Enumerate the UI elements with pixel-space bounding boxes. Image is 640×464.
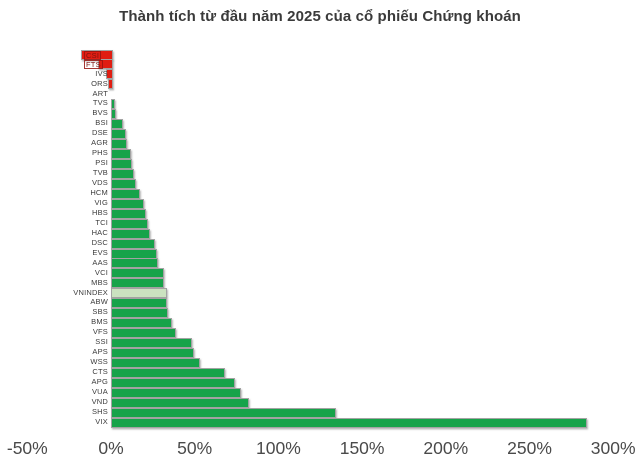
y-axis-label-hcm: HCM bbox=[90, 188, 108, 197]
y-axis-label-mbs: MBS bbox=[91, 277, 108, 287]
y-axis-label-vnd: VND bbox=[91, 396, 108, 406]
bar-vix bbox=[111, 417, 587, 428]
y-axis-label-sbs: SBS bbox=[92, 307, 108, 317]
bar-apg bbox=[111, 377, 236, 388]
y-axis-label-csi: CSI bbox=[84, 50, 102, 60]
bar-tci bbox=[111, 218, 149, 229]
bar-dsc bbox=[111, 238, 155, 249]
y-axis-label-vig: VIG bbox=[94, 197, 108, 207]
bar-ors bbox=[108, 79, 113, 90]
x-axis-tick: 150% bbox=[339, 438, 385, 458]
y-axis-label-phs: PHS bbox=[91, 148, 108, 158]
bar-bsi bbox=[111, 119, 124, 130]
y-axis-label-ors: ORS bbox=[91, 78, 108, 88]
y-axis-label-bms: BMS bbox=[91, 317, 108, 327]
bar-tvb bbox=[111, 168, 134, 179]
y-axis-label-apg: APG bbox=[91, 377, 108, 387]
bar-vnindex bbox=[111, 288, 167, 299]
x-axis-tick: 250% bbox=[507, 438, 552, 458]
x-axis-tick: 50% bbox=[177, 438, 213, 458]
bar-hcm bbox=[111, 188, 140, 199]
bar-vds bbox=[111, 178, 136, 189]
bar-ivs bbox=[105, 69, 113, 80]
y-axis-label-art: ART bbox=[92, 88, 108, 98]
y-axis-label-vnindex: VNINDEX bbox=[73, 287, 108, 297]
y-axis-label-agr: AGR bbox=[91, 138, 108, 148]
bar-cts bbox=[111, 367, 226, 378]
chart-title: Thành tích từ đầu năm 2025 của cổ phiếu … bbox=[119, 8, 521, 25]
x-axis-tick: 0% bbox=[98, 438, 124, 458]
bar-aps bbox=[111, 348, 195, 358]
bar-bms bbox=[111, 318, 172, 329]
bar-vig bbox=[111, 198, 144, 209]
y-axis-label-psi: PSI bbox=[95, 158, 108, 168]
y-axis-label-vix: VIX bbox=[95, 416, 108, 426]
y-axis-label-dsc: DSC bbox=[91, 237, 108, 247]
y-axis-label-ivs: IVS bbox=[95, 68, 108, 78]
y-axis-label-cts: CTS bbox=[92, 367, 108, 377]
bar-tvs bbox=[111, 99, 115, 110]
y-axis-label-aps: APS bbox=[92, 347, 108, 357]
y-axis-label-hac: HAC bbox=[91, 227, 108, 237]
y-axis-label-tci: TCI bbox=[95, 217, 108, 227]
bar-sbs bbox=[111, 308, 169, 319]
bar-wss bbox=[111, 357, 201, 368]
bar-vfs bbox=[111, 328, 176, 339]
y-axis-label-shs: SHS bbox=[91, 406, 108, 416]
y-axis-label-ssi: SSI bbox=[95, 337, 108, 347]
x-axis-tick: 300% bbox=[590, 438, 636, 458]
bar-mbs bbox=[111, 278, 165, 289]
y-axis-label-vua: VUA bbox=[91, 387, 108, 396]
y-axis-label-tvs: TVS bbox=[92, 98, 108, 108]
x-axis-tick: -50% bbox=[6, 438, 48, 458]
bar-dse bbox=[111, 129, 126, 140]
y-axis-label-vfs: VFS bbox=[92, 327, 108, 337]
x-axis-tick: 100% bbox=[256, 438, 301, 458]
bar-phs bbox=[111, 149, 131, 159]
y-axis-label-bvs: BVS bbox=[92, 108, 108, 118]
y-axis-label-abw: ABW bbox=[90, 297, 108, 307]
y-axis-label-hbs: HBS bbox=[91, 207, 108, 217]
y-axis-label-tvb: TVB bbox=[92, 168, 108, 178]
bar-vnd bbox=[111, 397, 249, 408]
y-axis-label-aas: AAS bbox=[92, 257, 108, 267]
y-axis-label-dse: DSE bbox=[91, 128, 108, 138]
y-axis-label-fts: FTS bbox=[84, 60, 103, 70]
bar-evs bbox=[111, 248, 157, 259]
y-axis-label-evs: EVS bbox=[92, 247, 108, 257]
y-axis-label-vci: VCI bbox=[94, 267, 108, 277]
bar-vci bbox=[111, 268, 165, 279]
bar-hac bbox=[111, 228, 150, 239]
bar-ssi bbox=[111, 338, 192, 349]
bar-agr bbox=[111, 139, 128, 150]
bar-psi bbox=[111, 158, 133, 169]
bar-shs bbox=[111, 407, 336, 418]
bar-hbs bbox=[111, 208, 147, 219]
bar-vua bbox=[111, 387, 242, 398]
y-axis-label-wss: WSS bbox=[90, 357, 108, 367]
bar-abw bbox=[111, 298, 167, 309]
bar-aas bbox=[111, 258, 159, 269]
x-axis-tick: 200% bbox=[423, 438, 469, 458]
bar-bvs bbox=[111, 109, 117, 120]
y-axis-label-vds: VDS bbox=[91, 178, 108, 188]
bar-fts bbox=[97, 59, 113, 70]
y-axis-label-bsi: BSI bbox=[95, 118, 108, 128]
